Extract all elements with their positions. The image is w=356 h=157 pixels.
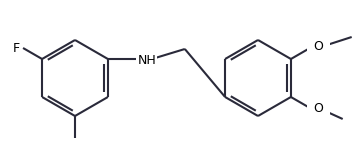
Text: O: O [314, 41, 324, 54]
Text: O: O [314, 103, 324, 116]
Text: F: F [13, 41, 20, 54]
Text: NH: NH [138, 54, 157, 67]
